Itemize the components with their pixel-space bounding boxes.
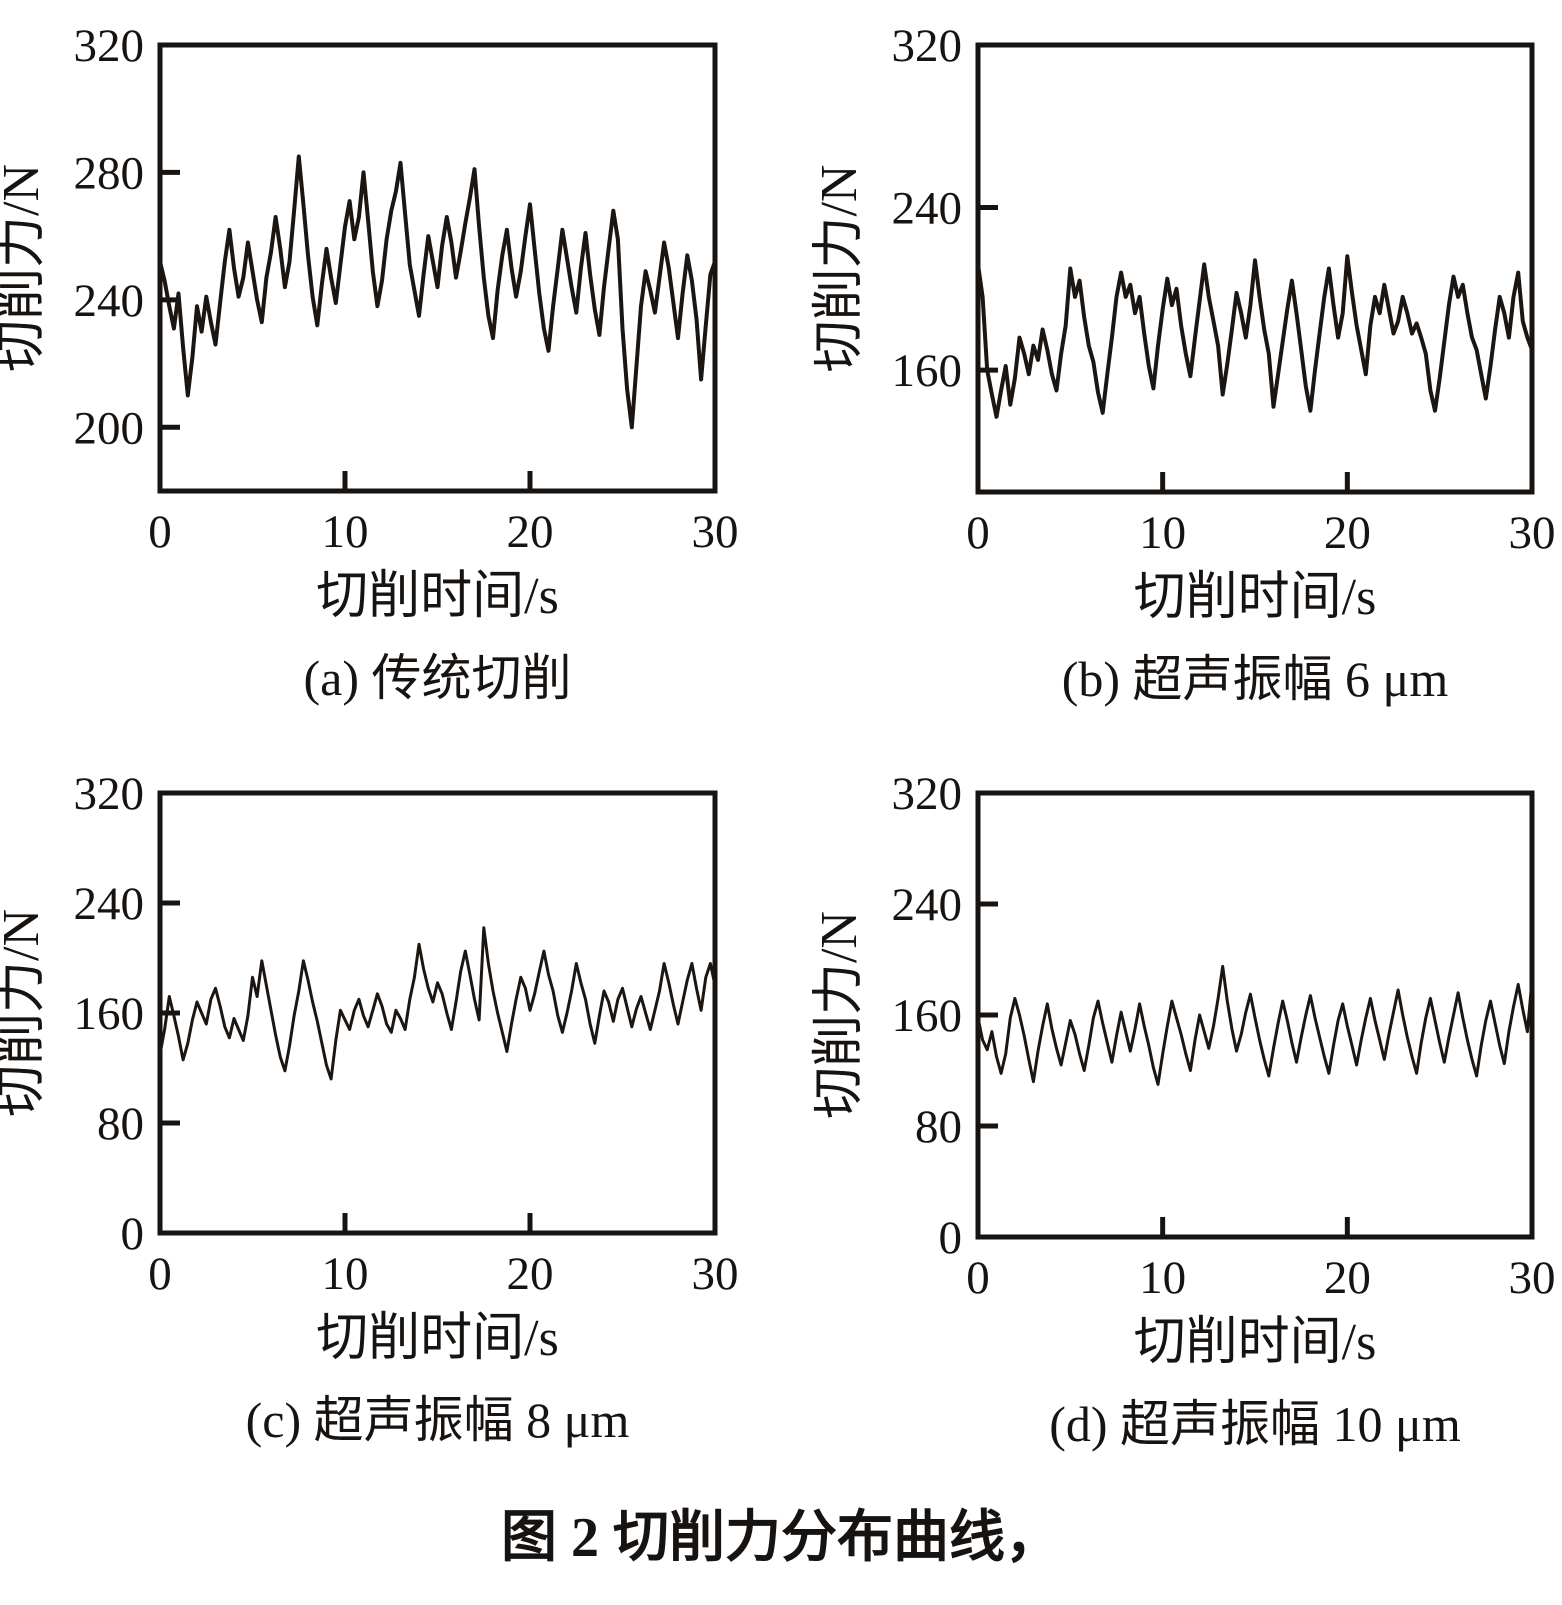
y-tick-label: 0 xyxy=(121,1208,145,1260)
x-tick-label: 10 xyxy=(1139,507,1186,559)
x-tick-label: 10 xyxy=(322,506,369,558)
chart-b: 160 240 320 0 10 20 30 切削时间/s 切削力/N (b) 超声振幅 6… xyxy=(811,20,1556,707)
x-tick-label: 0 xyxy=(966,1252,990,1304)
y-tick-label: 160 xyxy=(892,345,963,397)
x-tick-label: 30 xyxy=(692,506,739,558)
y-tick-label: 80 xyxy=(915,1101,962,1153)
tick-labels: 0 80 160 240 320 0 10 20 30 xyxy=(892,768,1556,1304)
tick-labels: 200 240 280 320 0 10 20 30 xyxy=(74,20,739,558)
figure-title: 图 2 切削力分布曲线， xyxy=(501,1507,1061,1569)
y-tick-label: 0 xyxy=(939,1212,963,1264)
axis-ticks xyxy=(978,901,1350,1237)
series-line xyxy=(976,254,1534,419)
axis-ticks xyxy=(978,205,1350,492)
x-tick-label: 0 xyxy=(148,1248,172,1300)
series-line xyxy=(158,154,717,430)
y-axis-label: 切削力/N xyxy=(0,164,50,372)
x-tick-label: 10 xyxy=(322,1248,369,1300)
y-tick-label: 280 xyxy=(74,147,145,199)
x-axis-label: 切削时间/s xyxy=(1134,1314,1377,1371)
chart-caption: (c) 超声振幅 8 μm xyxy=(246,1392,630,1448)
y-tick-label: 240 xyxy=(892,879,963,931)
chart-a: 200 240 280 320 0 10 20 30 切削时间/s 切削力/N (a) 传统切… xyxy=(0,20,739,706)
y-tick-label: 80 xyxy=(97,1098,144,1150)
y-axis-label: 切削力/N xyxy=(811,911,868,1119)
chart-caption: (a) 传统切削 xyxy=(304,650,572,706)
axis-ticks xyxy=(160,900,533,1233)
x-axis-label: 切削时间/s xyxy=(316,568,559,625)
y-axis-label: 切削力/N xyxy=(811,164,868,372)
chart-caption: (b) 超声振幅 6 μm xyxy=(1062,651,1449,707)
x-tick-label: 30 xyxy=(1509,507,1556,559)
series-line xyxy=(158,926,717,1081)
y-tick-label: 320 xyxy=(892,20,963,72)
y-tick-label: 160 xyxy=(74,988,145,1040)
x-tick-label: 0 xyxy=(966,507,990,559)
series-line xyxy=(976,964,1534,1086)
x-tick-label: 10 xyxy=(1139,1252,1186,1304)
y-tick-label: 240 xyxy=(74,878,145,930)
chart-caption: (d) 超声振幅 10 μm xyxy=(1049,1396,1461,1452)
y-tick-label: 320 xyxy=(892,768,963,820)
y-tick-label: 240 xyxy=(892,183,963,235)
y-tick-label: 200 xyxy=(74,402,145,454)
x-tick-label: 20 xyxy=(1324,507,1371,559)
x-axis-label: 切削时间/s xyxy=(1134,569,1377,626)
x-axis-label: 切削时间/s xyxy=(316,1310,559,1367)
x-tick-label: 20 xyxy=(507,506,554,558)
x-tick-label: 30 xyxy=(1509,1252,1556,1304)
y-tick-label: 320 xyxy=(74,20,145,72)
plot-frame xyxy=(157,790,718,1236)
y-tick-label: 320 xyxy=(74,768,145,820)
chart-d: 0 80 160 240 320 0 10 20 30 切削时间/s 切削力/N (d) 超声振… xyxy=(811,768,1556,1452)
tick-labels: 0 80 160 240 320 0 10 20 30 xyxy=(74,768,739,1300)
y-tick-label: 160 xyxy=(892,990,963,1042)
x-tick-label: 30 xyxy=(692,1248,739,1300)
chart-c: 0 80 160 240 320 0 10 20 30 切削时间/s 切削力/N (c) 超声振… xyxy=(0,768,739,1448)
tick-labels: 160 240 320 0 10 20 30 xyxy=(892,20,1556,559)
y-tick-label: 240 xyxy=(74,275,145,327)
x-tick-label: 0 xyxy=(148,506,172,558)
x-tick-label: 20 xyxy=(507,1248,554,1300)
y-axis-label: 切削力/N xyxy=(0,909,50,1117)
x-tick-label: 20 xyxy=(1324,1252,1371,1304)
